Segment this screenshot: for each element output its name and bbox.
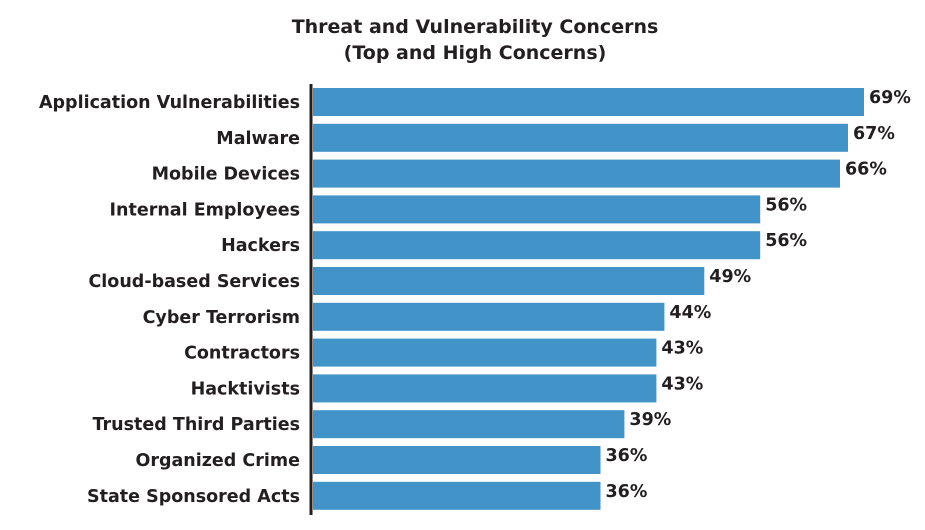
category-label-9: Trusted Third Parties: [93, 415, 300, 435]
value-label-6: 44%: [669, 303, 711, 323]
value-label-4: 56%: [765, 231, 807, 251]
bar-11: [313, 481, 601, 510]
category-label-0: Application Vulnerabilities: [39, 93, 300, 113]
bar-5: [313, 267, 705, 295]
category-label-4: Hackers: [221, 236, 300, 256]
bar-4: [313, 231, 761, 260]
bars-group: [313, 88, 864, 510]
bar-2: [313, 159, 840, 188]
bar-6: [313, 302, 665, 331]
category-label-6: Cyber Terrorism: [143, 308, 300, 328]
bar-9: [313, 410, 625, 439]
bar-8: [313, 374, 657, 403]
chart-subtitle: (Top and High Concerns): [344, 42, 607, 64]
category-labels-group: Application Vulnerabilities Malware Mobile…: [39, 93, 300, 507]
value-label-9: 39%: [629, 410, 671, 430]
category-label-3: Internal Employees: [110, 200, 301, 220]
value-label-3: 56%: [765, 195, 807, 215]
category-label-1: Malware: [216, 129, 300, 149]
bar-7: [313, 338, 657, 367]
value-labels-group: 69% 67% 66% 56% 56% 49% 44% 43% 43% 39% 36% 36%: [606, 88, 911, 502]
bar-10: [313, 446, 601, 474]
value-label-1: 67%: [853, 124, 895, 144]
bar-1: [313, 123, 848, 152]
value-label-2: 66%: [845, 160, 887, 180]
category-label-7: Contractors: [184, 344, 300, 364]
category-label-5: Cloud-based Services: [88, 272, 300, 292]
category-label-8: Hacktivists: [191, 379, 300, 399]
value-label-8: 43%: [661, 374, 703, 394]
value-label-5: 49%: [709, 267, 751, 287]
bar-3: [313, 195, 761, 224]
category-label-10: Organized Crime: [135, 451, 300, 471]
category-label-2: Mobile Devices: [152, 165, 300, 185]
value-label-11: 36%: [606, 482, 648, 502]
value-label-7: 43%: [661, 339, 703, 359]
category-label-11: State Sponsored Acts: [87, 487, 300, 507]
bar-0: [313, 88, 864, 116]
value-label-10: 36%: [606, 446, 648, 466]
value-label-0: 69%: [869, 88, 911, 108]
chart-title: Threat and Vulnerability Concerns: [292, 16, 659, 38]
